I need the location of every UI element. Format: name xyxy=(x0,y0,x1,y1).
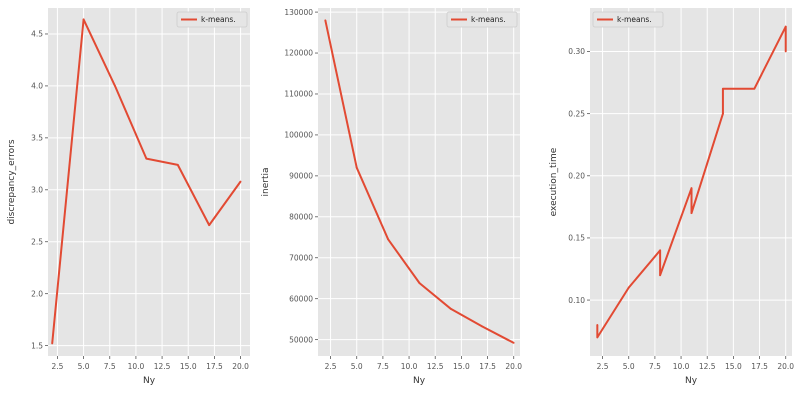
x-tick-label: 17.5 xyxy=(479,362,496,371)
x-tick-label: 5.0 xyxy=(623,362,635,371)
x-tick-label: 15.0 xyxy=(180,362,197,371)
data-point xyxy=(208,224,211,227)
data-point xyxy=(784,25,787,28)
data-point xyxy=(722,112,724,115)
legend: k-means. xyxy=(176,11,248,28)
y-tick-label: 0.25 xyxy=(568,109,585,118)
y-tick-label: 80000 xyxy=(289,213,313,222)
x-tick-label: 12.5 xyxy=(154,362,171,371)
data-point xyxy=(690,187,693,190)
y-tick-label: 70000 xyxy=(289,253,313,262)
data-point xyxy=(690,212,693,214)
legend-label: k-means. xyxy=(471,15,506,24)
x-axis-label: Ny xyxy=(685,376,698,386)
subplot-discrepancy-errors: 2.5 5.0 7.5 10.0 12.5 15.0 17.5 20.0 1.5 2.0 2.5 3.… xyxy=(7,8,250,386)
y-tick-label: 0.15 xyxy=(568,234,585,243)
x-tick-label: 7.5 xyxy=(377,362,389,371)
x-tick-label: 10.0 xyxy=(128,362,145,371)
y-tick-label: 3.5 xyxy=(31,134,43,143)
x-tick-label: 10.0 xyxy=(401,362,418,371)
y-tick-label: 1.5 xyxy=(31,341,43,350)
y-tick-label: 60000 xyxy=(289,294,313,303)
y-tick-label: 2.0 xyxy=(31,289,43,298)
y-axis-label: inertia xyxy=(261,168,271,197)
data-point xyxy=(596,336,599,339)
legend-box xyxy=(446,11,518,28)
x-tick-label: 2.5 xyxy=(51,362,63,371)
y-tick-label: 4.5 xyxy=(31,30,43,39)
y-tick-label: 0.10 xyxy=(568,296,585,305)
legend: k-means. xyxy=(592,11,664,28)
x-tick-label: 17.5 xyxy=(206,362,223,371)
x-tick-label: 12.5 xyxy=(427,362,444,371)
x-tick-label: 2.5 xyxy=(597,362,609,371)
y-tick-label: 110000 xyxy=(284,90,313,99)
subplot-execution-time: 2.5 5.0 7.5 10.0 12.5 15.0 17.5 20.0 0.10 0.15 0.2… xyxy=(549,8,794,386)
data-point xyxy=(239,180,242,183)
legend-label: k-means. xyxy=(617,15,652,24)
x-tick-label: 15.0 xyxy=(453,362,470,371)
y-tick-label: 90000 xyxy=(289,172,313,181)
x-tick-label: 20.0 xyxy=(505,362,522,371)
data-point xyxy=(753,87,756,90)
x-tick-label: 5.0 xyxy=(78,362,90,371)
subplot-inertia: 2.5 5.0 7.5 10.0 12.5 15.0 17.5 20.0 50000 60000 7… xyxy=(261,8,522,386)
y-tick-label: 130000 xyxy=(284,8,313,17)
data-point xyxy=(481,325,484,328)
y-axis-label: discrepancy_errors xyxy=(7,139,17,224)
data-point xyxy=(418,282,421,285)
data-point xyxy=(114,85,116,87)
data-point xyxy=(722,87,724,90)
series-line xyxy=(596,25,787,339)
data-point xyxy=(324,19,327,22)
x-tick-label: 5.0 xyxy=(351,362,363,371)
data-point xyxy=(176,163,179,166)
x-tick-label: 7.5 xyxy=(104,362,116,371)
x-tick-label: 10.0 xyxy=(673,362,690,371)
data-point xyxy=(450,308,452,310)
y-tick-label: 100000 xyxy=(284,131,313,140)
y-tick-label: 2.5 xyxy=(31,237,43,246)
data-point xyxy=(659,249,662,252)
data-point xyxy=(145,157,148,160)
data-point xyxy=(784,50,787,53)
legend: k-means. xyxy=(446,11,518,28)
x-tick-label: 15.0 xyxy=(725,362,742,371)
x-tick-label: 12.5 xyxy=(699,362,716,371)
y-tick-label: 3.0 xyxy=(31,185,43,194)
x-axis-label: Ny xyxy=(143,376,156,386)
data-point xyxy=(82,18,85,21)
y-tick-label: 4.0 xyxy=(31,82,43,91)
data-point xyxy=(596,324,599,326)
legend-box xyxy=(592,11,664,28)
data-point xyxy=(512,341,515,344)
y-tick-label: 0.20 xyxy=(568,171,585,180)
x-axis-label: Ny xyxy=(413,376,426,386)
x-tick-label: 2.5 xyxy=(325,362,337,371)
plot-area xyxy=(318,8,520,356)
y-tick-label: 0.30 xyxy=(568,47,585,56)
x-tick-label: 7.5 xyxy=(649,362,661,371)
legend-label: k-means. xyxy=(201,15,236,24)
data-point xyxy=(51,342,54,345)
plot-area xyxy=(48,8,250,356)
legend-box xyxy=(176,11,248,28)
y-tick-label: 120000 xyxy=(284,49,313,58)
data-point xyxy=(355,166,358,169)
y-axis-label: execution_time xyxy=(549,147,559,216)
data-point xyxy=(627,286,630,289)
y-tick-label: 50000 xyxy=(289,335,313,344)
data-point xyxy=(387,238,390,241)
x-tick-label: 20.0 xyxy=(232,362,249,371)
plot-area xyxy=(590,8,792,356)
x-tick-label: 17.5 xyxy=(751,362,768,371)
x-tick-label: 20.0 xyxy=(777,362,794,371)
data-point xyxy=(659,274,662,277)
